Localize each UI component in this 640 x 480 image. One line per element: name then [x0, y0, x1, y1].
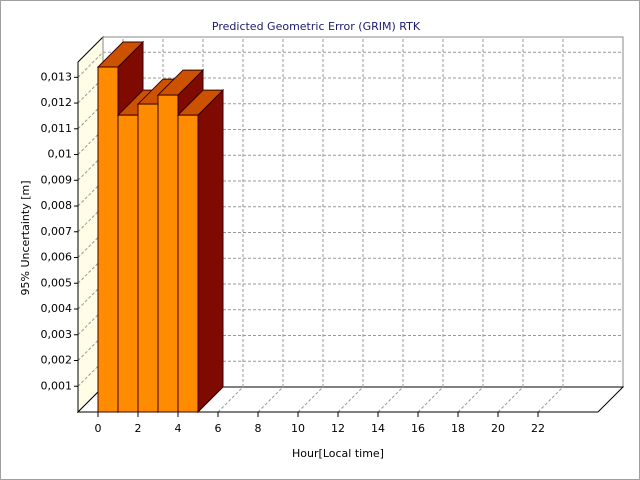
y-axis-label: 95% Uncertainty [m] — [19, 180, 32, 295]
y-tick-label: 0,007 — [41, 225, 73, 238]
grid-line — [77, 360, 104, 387]
y-tick-label: 0,012 — [41, 96, 73, 109]
bar-side — [197, 88, 224, 414]
y-tick-label: 0,009 — [41, 173, 73, 186]
y-tick-label: 0,004 — [41, 302, 73, 315]
grid-line — [77, 77, 104, 104]
x-tick-label: 10 — [291, 422, 305, 435]
y-tick-label: 0,006 — [41, 251, 73, 264]
x-tick-label: 2 — [135, 422, 142, 435]
grid-line — [77, 206, 104, 233]
grid-line — [417, 386, 444, 413]
grid-line — [77, 103, 104, 130]
y-tick-label: 0,01 — [48, 148, 73, 161]
bar — [137, 103, 159, 413]
y-tick-label: 0,011 — [41, 122, 73, 135]
grid-line — [77, 180, 104, 207]
x-tick-label: 0 — [95, 422, 102, 435]
bar — [117, 114, 139, 413]
grid-line — [217, 386, 244, 413]
grid-line — [77, 129, 104, 155]
grid-line — [257, 386, 284, 413]
grid-line — [77, 154, 104, 181]
grid-line — [297, 386, 324, 413]
grid-line — [497, 386, 524, 413]
y-tick-label: 0,001 — [41, 379, 73, 392]
x-tick-label: 6 — [215, 422, 222, 435]
grid-line — [337, 386, 364, 413]
x-tick-label: 18 — [451, 422, 465, 435]
grid-line — [457, 386, 484, 413]
grid-line — [77, 257, 104, 284]
y-tick-label: 0,003 — [41, 328, 73, 341]
chart-title: Predicted Geometric Error (GRIM) RTK — [212, 20, 421, 33]
y-tick-label: 0,002 — [41, 354, 73, 367]
grid-line — [77, 335, 104, 361]
bar — [157, 94, 179, 413]
x-tick-label: 4 — [175, 422, 182, 435]
grid-line — [77, 309, 104, 336]
bar — [97, 66, 119, 413]
grid-line — [377, 386, 404, 413]
y-tick-label: 0,008 — [41, 199, 73, 212]
x-tick-label: 14 — [371, 422, 385, 435]
x-axis-label: Hour[Local time] — [292, 447, 384, 460]
x-tick-label: 12 — [331, 422, 345, 435]
grid-line — [77, 283, 104, 310]
x-tick-label: 20 — [491, 422, 505, 435]
grid-line — [77, 51, 104, 78]
y-tick-label: 0,005 — [41, 276, 73, 289]
x-tick-label: 22 — [531, 422, 545, 435]
bar — [177, 114, 199, 413]
x-tick-label: 8 — [255, 422, 262, 435]
grid-line — [537, 386, 564, 413]
grid-line — [77, 232, 104, 258]
y-tick-label: 0,013 — [41, 70, 73, 83]
x-tick-label: 16 — [411, 422, 425, 435]
